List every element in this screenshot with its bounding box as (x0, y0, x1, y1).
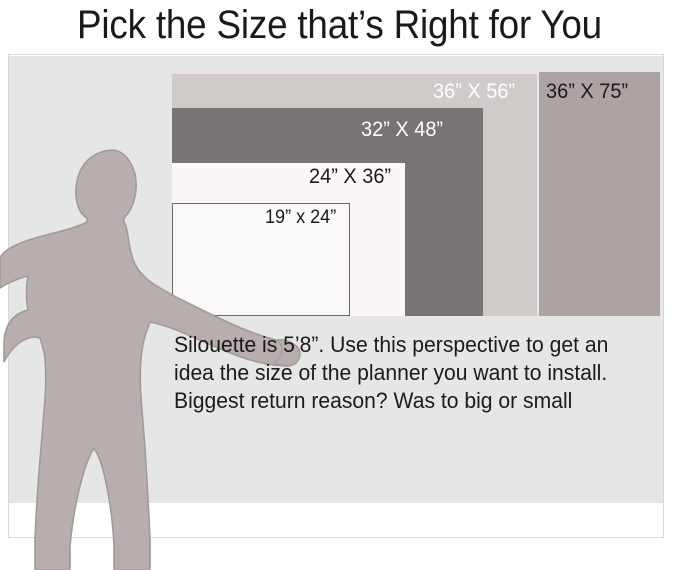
size-label-32x48: 32” X 48” (361, 118, 444, 141)
caption-line-2: idea the size of the planner you want to… (174, 360, 608, 385)
size-label-36x56: 36” X 56” (433, 80, 516, 103)
title-bar: Pick the Size that’s Right for You (0, 0, 679, 52)
frame-line-top (8, 54, 664, 55)
frame-line-bottom (8, 537, 664, 538)
size-label-36x75: 36” X 75” (546, 80, 629, 103)
page-title: Pick the Size that’s Right for You (77, 3, 602, 47)
size-label-24x36: 24” X 36” (309, 165, 392, 188)
caption-line-1: Silouette is 5’8”. Use this perspective … (174, 332, 609, 357)
size-label-19x24: 19” x 24” (265, 207, 337, 228)
caption-line-3: Biggest return reason? Was to big or sma… (174, 388, 573, 413)
caption-block: Silouette is 5’8”. Use this perspective … (174, 331, 635, 415)
frame-line-right (663, 54, 664, 538)
size-rect-36x75 (539, 72, 660, 316)
